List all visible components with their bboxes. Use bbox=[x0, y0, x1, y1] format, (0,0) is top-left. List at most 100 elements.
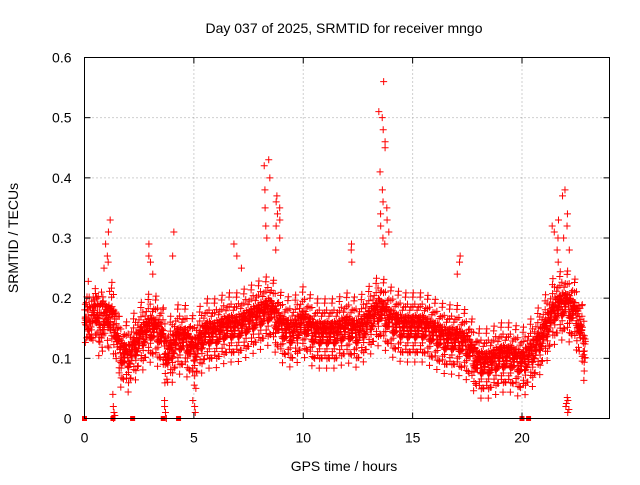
data-point bbox=[543, 357, 551, 365]
data-point bbox=[578, 312, 586, 320]
data-point bbox=[512, 335, 520, 343]
data-point bbox=[550, 340, 558, 348]
data-point bbox=[345, 359, 353, 367]
data-point bbox=[374, 342, 382, 350]
data-point bbox=[530, 355, 538, 363]
data-point bbox=[193, 367, 201, 375]
data-point bbox=[406, 306, 414, 314]
data-point bbox=[444, 342, 452, 350]
data-point bbox=[215, 311, 223, 319]
data-point bbox=[473, 337, 481, 345]
y-axis-label: SRMTID / TECUs bbox=[5, 183, 21, 293]
data-point bbox=[268, 314, 276, 322]
data-point bbox=[142, 308, 150, 316]
data-point bbox=[578, 323, 586, 331]
data-point bbox=[554, 258, 562, 266]
data-point bbox=[381, 144, 389, 152]
data-point bbox=[211, 295, 219, 303]
data-point bbox=[367, 292, 375, 300]
data-point bbox=[554, 216, 562, 224]
data-point bbox=[569, 287, 577, 295]
data-point bbox=[125, 379, 133, 387]
data-point bbox=[159, 329, 167, 337]
data-point bbox=[97, 288, 105, 296]
data-point bbox=[512, 378, 520, 386]
data-point bbox=[403, 358, 411, 366]
data-point bbox=[264, 284, 272, 292]
data-point bbox=[424, 305, 432, 313]
data-point bbox=[123, 318, 131, 326]
data-point bbox=[139, 308, 147, 316]
data-point bbox=[244, 342, 252, 350]
data-point bbox=[234, 358, 242, 366]
data-point bbox=[279, 301, 287, 309]
data-point bbox=[396, 299, 404, 307]
data-point bbox=[487, 383, 495, 391]
data-point bbox=[108, 278, 116, 286]
data-point bbox=[220, 335, 228, 343]
data-point bbox=[556, 282, 564, 290]
y-tick-label: 0.1 bbox=[52, 350, 72, 366]
data-point bbox=[128, 353, 136, 361]
data-point bbox=[279, 359, 287, 367]
data-point bbox=[218, 291, 226, 299]
data-point bbox=[240, 299, 248, 307]
data-point bbox=[400, 330, 408, 338]
data-point bbox=[315, 364, 323, 372]
data-point bbox=[379, 198, 387, 206]
data-point bbox=[380, 332, 388, 340]
data-point bbox=[551, 315, 559, 323]
data-point bbox=[492, 390, 500, 398]
data-point bbox=[95, 352, 103, 360]
data-point bbox=[117, 383, 125, 391]
data-point bbox=[304, 302, 312, 310]
data-point bbox=[171, 363, 179, 371]
data-point bbox=[306, 304, 314, 312]
data-point bbox=[563, 393, 571, 401]
data-point bbox=[514, 392, 522, 400]
data-point bbox=[87, 323, 95, 331]
data-point bbox=[218, 319, 226, 327]
data-point bbox=[104, 258, 112, 266]
data-point bbox=[226, 289, 234, 297]
data-point bbox=[156, 354, 164, 362]
data-point bbox=[377, 210, 385, 218]
data-point bbox=[431, 309, 439, 317]
data-point bbox=[202, 336, 210, 344]
data-point bbox=[453, 301, 461, 309]
data-point bbox=[431, 352, 439, 360]
data-point bbox=[484, 394, 492, 402]
data-point bbox=[562, 399, 570, 407]
data-point bbox=[159, 316, 167, 324]
data-point bbox=[261, 204, 269, 212]
data-point bbox=[581, 337, 589, 345]
x-axis-label: GPS time / hours bbox=[291, 458, 398, 474]
data-point bbox=[109, 402, 117, 410]
data-point bbox=[295, 330, 303, 338]
data-point bbox=[159, 327, 167, 335]
data-point bbox=[98, 347, 106, 355]
data-point bbox=[172, 342, 180, 350]
data-point bbox=[191, 402, 199, 410]
data-point bbox=[428, 353, 436, 361]
data-point bbox=[170, 364, 178, 372]
data-point bbox=[192, 353, 200, 361]
data-point bbox=[385, 228, 393, 236]
data-point bbox=[534, 304, 542, 312]
data-point bbox=[319, 336, 327, 344]
data-point bbox=[373, 274, 381, 282]
data-point bbox=[385, 322, 393, 330]
data-point bbox=[207, 312, 215, 320]
data-point bbox=[527, 315, 535, 323]
data-point bbox=[560, 283, 568, 291]
data-point bbox=[357, 305, 365, 313]
data-point bbox=[145, 240, 153, 248]
data-point bbox=[88, 326, 96, 334]
data-point bbox=[127, 374, 135, 382]
data-point bbox=[564, 408, 572, 416]
data-point bbox=[553, 246, 561, 254]
data-point bbox=[325, 312, 333, 320]
data-point bbox=[415, 330, 423, 338]
data-point bbox=[453, 270, 461, 278]
data-point bbox=[137, 313, 145, 321]
